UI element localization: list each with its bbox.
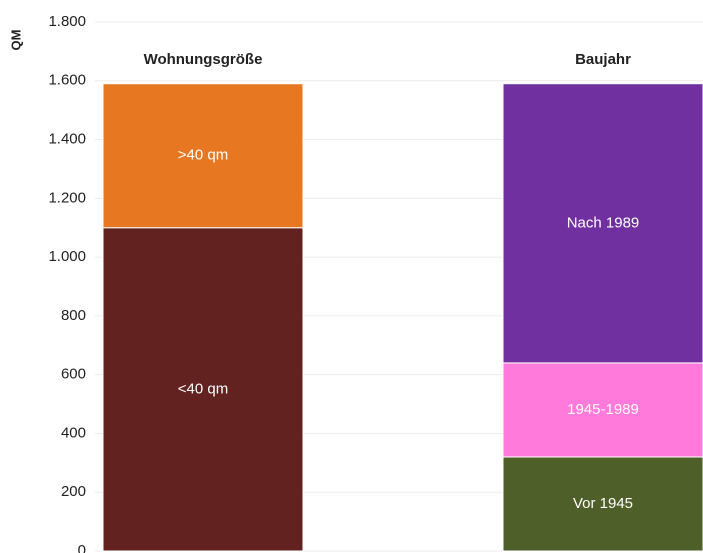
y-tick-label: 0 bbox=[78, 542, 86, 553]
y-tick-label: 1.600 bbox=[48, 72, 86, 89]
y-tick-label: 1.400 bbox=[48, 131, 86, 148]
category-label: Wohnungsgröße bbox=[144, 51, 263, 68]
segment-label: 1945-1989 bbox=[567, 401, 639, 418]
bar-segment bbox=[502, 456, 703, 552]
y-tick-label: 1.000 bbox=[48, 248, 86, 265]
y-tick-label: 400 bbox=[61, 424, 86, 441]
segment-label: <40 qm bbox=[178, 380, 228, 397]
segment-label: Nach 1989 bbox=[567, 214, 640, 231]
bar-segment bbox=[502, 83, 703, 364]
y-tick-label: 1.200 bbox=[48, 189, 86, 206]
segment-label: Vor 1945 bbox=[573, 495, 633, 512]
y-axis-label: QM bbox=[8, 30, 23, 51]
bar-segment bbox=[102, 83, 304, 229]
y-tick-label: 600 bbox=[61, 366, 86, 383]
category-label: Baujahr bbox=[575, 51, 631, 68]
y-tick-label: 200 bbox=[61, 483, 86, 500]
y-tick-label: 1.800 bbox=[48, 13, 86, 30]
segment-label: >40 qm bbox=[178, 147, 228, 164]
bar-segment bbox=[502, 362, 703, 458]
y-tick-label: 800 bbox=[61, 307, 86, 324]
